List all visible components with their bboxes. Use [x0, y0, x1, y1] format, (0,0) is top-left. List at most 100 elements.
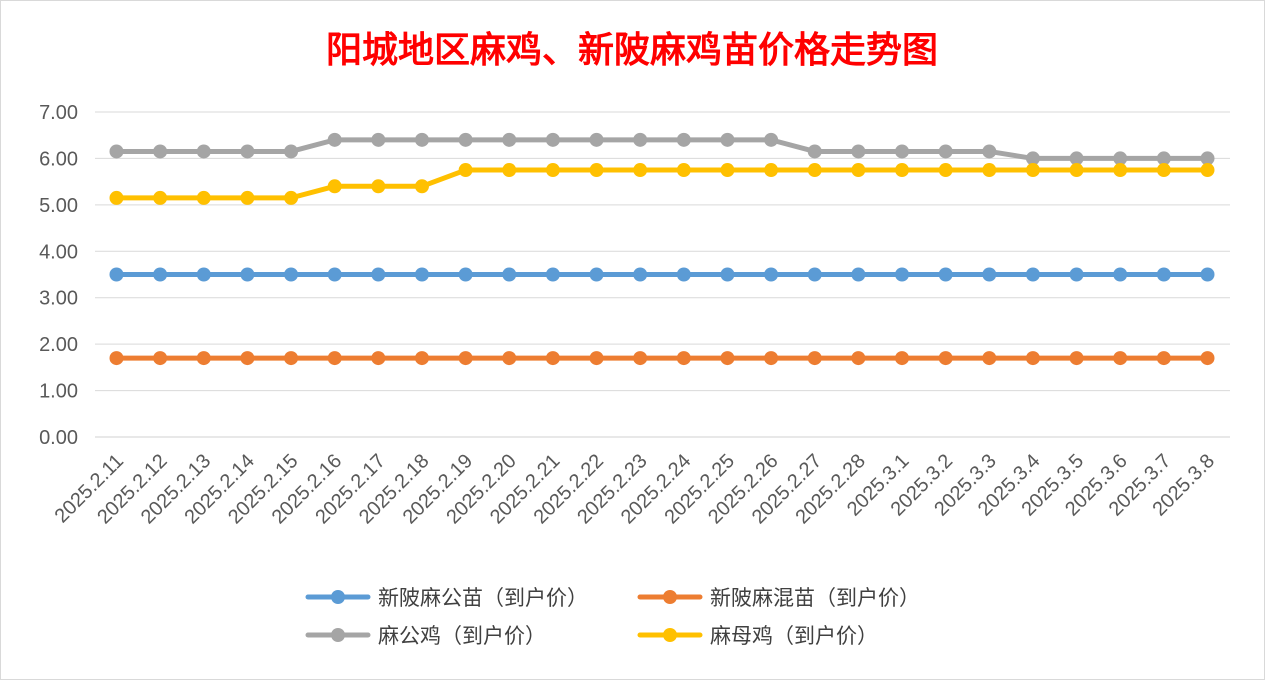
- data-point: [895, 144, 910, 159]
- data-point: [327, 179, 342, 194]
- data-point: [1200, 151, 1215, 166]
- data-point: [1069, 151, 1084, 166]
- data-point: [633, 163, 648, 178]
- data-point: [764, 351, 779, 366]
- data-point: [764, 132, 779, 147]
- data-point: [676, 351, 691, 366]
- data-point: [938, 267, 953, 282]
- y-tick-label: 2.00: [39, 334, 78, 356]
- data-point: [633, 351, 648, 366]
- legend-label: 麻公鸡（到户价）: [378, 624, 546, 648]
- data-point: [938, 351, 953, 366]
- legend-label: 新陂麻混苗（到户价）: [710, 586, 920, 610]
- y-tick-label: 4.00: [39, 241, 78, 263]
- data-point: [938, 144, 953, 159]
- data-point: [414, 267, 429, 282]
- data-point: [1025, 351, 1040, 366]
- data-point: [938, 163, 953, 178]
- data-point: [1025, 163, 1040, 178]
- data-point: [982, 144, 997, 159]
- data-point: [109, 267, 124, 282]
- data-point: [720, 267, 735, 282]
- data-point: [1113, 267, 1128, 282]
- data-point: [589, 351, 604, 366]
- data-point: [676, 132, 691, 147]
- data-point: [414, 179, 429, 194]
- data-point: [545, 267, 560, 282]
- legend-swatch-marker: [663, 590, 677, 604]
- series-1: [109, 351, 1215, 366]
- data-point: [153, 351, 168, 366]
- data-point: [1200, 267, 1215, 282]
- data-point: [633, 267, 648, 282]
- data-point: [851, 144, 866, 159]
- data-point: [1200, 351, 1215, 366]
- legend-label: 新陂麻公苗（到户价）: [378, 586, 588, 610]
- data-point: [1156, 351, 1171, 366]
- data-point: [1156, 267, 1171, 282]
- series-line: [114, 167, 1210, 201]
- data-point: [109, 351, 124, 366]
- data-point: [109, 144, 124, 159]
- legend-item-3: 麻母鸡（到户价）: [637, 624, 878, 648]
- y-axis-ticks: 0.00 1.00 2.00 3.00 4.00 5.00 6.00 7.00: [39, 102, 78, 449]
- legend: 新陂麻公苗（到户价） 新陂麻混苗（到户价） 麻公鸡（到户价） 麻母鸡（到户价）: [305, 586, 920, 648]
- data-point: [196, 144, 211, 159]
- data-point: [458, 132, 473, 147]
- data-point: [371, 351, 386, 366]
- chart-title: 阳城地区麻鸡、新陂麻鸡苗价格走势图: [326, 29, 938, 71]
- data-point: [895, 163, 910, 178]
- data-point: [327, 267, 342, 282]
- legend-item-0: 新陂麻公苗（到户价）: [305, 586, 588, 610]
- data-point: [371, 179, 386, 194]
- data-point: [196, 267, 211, 282]
- series-3: [109, 163, 1215, 205]
- data-point: [589, 267, 604, 282]
- data-point: [284, 267, 299, 282]
- legend-item-2: 麻公鸡（到户价）: [305, 624, 546, 648]
- series-0: [109, 267, 1215, 282]
- data-point: [1069, 351, 1084, 366]
- data-point: [633, 132, 648, 147]
- data-point: [589, 163, 604, 178]
- legend-swatch-marker: [331, 628, 345, 642]
- data-point: [545, 132, 560, 147]
- legend-swatch-marker: [663, 628, 677, 642]
- data-point: [327, 351, 342, 366]
- data-point: [458, 267, 473, 282]
- y-tick-label: 3.00: [39, 288, 78, 310]
- data-point: [502, 132, 517, 147]
- data-point: [720, 132, 735, 147]
- series-layer: [109, 132, 1215, 366]
- data-point: [1069, 163, 1084, 178]
- data-point: [502, 351, 517, 366]
- data-point: [1025, 267, 1040, 282]
- data-point: [458, 163, 473, 178]
- data-point: [1113, 351, 1128, 366]
- data-point: [1113, 163, 1128, 178]
- y-tick-label: 0.00: [39, 427, 78, 449]
- data-point: [764, 163, 779, 178]
- data-point: [720, 163, 735, 178]
- data-point: [240, 144, 255, 159]
- data-point: [371, 267, 386, 282]
- data-point: [982, 163, 997, 178]
- data-point: [895, 267, 910, 282]
- data-point: [327, 132, 342, 147]
- data-point: [502, 163, 517, 178]
- data-point: [676, 163, 691, 178]
- data-point: [851, 351, 866, 366]
- data-point: [240, 351, 255, 366]
- legend-label: 麻母鸡（到户价）: [710, 624, 878, 648]
- data-point: [1069, 267, 1084, 282]
- data-point: [807, 267, 822, 282]
- data-point: [676, 267, 691, 282]
- series-2: [109, 132, 1215, 166]
- y-tick-label: 7.00: [39, 102, 78, 124]
- data-point: [851, 267, 866, 282]
- series-line: [114, 137, 1210, 161]
- data-point: [764, 267, 779, 282]
- data-point: [720, 351, 735, 366]
